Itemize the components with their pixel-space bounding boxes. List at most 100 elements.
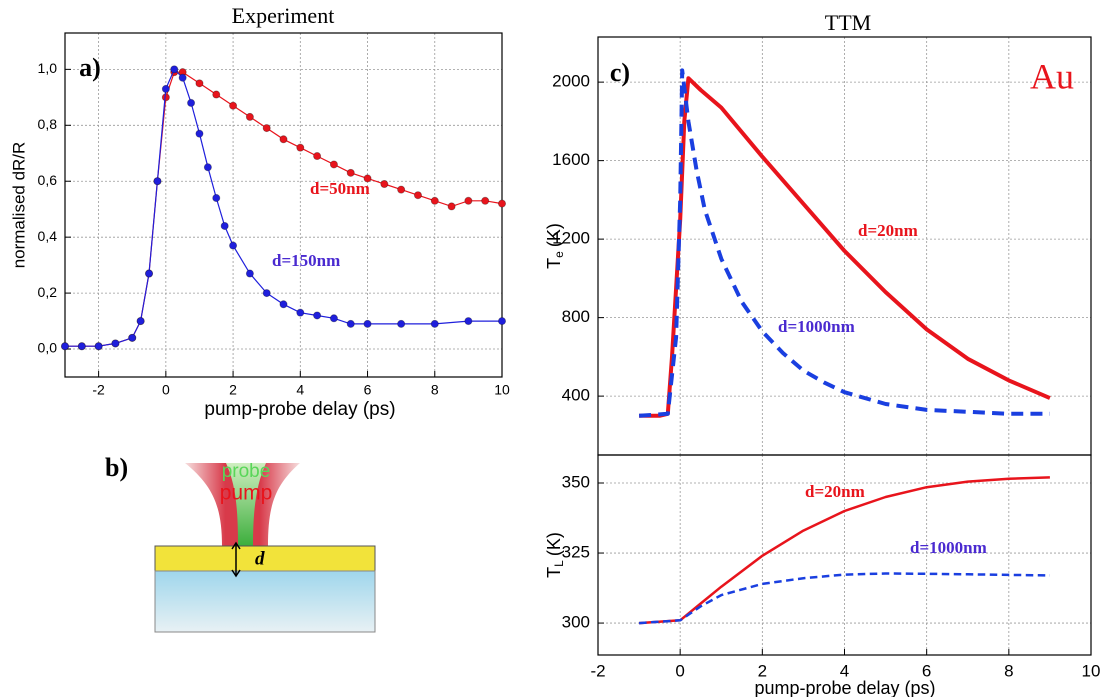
panel-label: b) <box>105 453 128 482</box>
x-tick-label: -2 <box>590 661 605 680</box>
data-point <box>279 135 288 144</box>
data-point <box>170 65 179 74</box>
data-point <box>195 129 204 138</box>
data-point <box>212 90 221 99</box>
data-point <box>313 152 322 161</box>
data-point <box>136 317 145 326</box>
x-tick-label: 4 <box>296 382 304 398</box>
arrow-heads <box>231 541 241 578</box>
y-axis-label: Te (K) <box>544 223 566 269</box>
y-tick-label: 0,4 <box>38 228 58 244</box>
annotation: Au <box>1030 56 1074 96</box>
data-point <box>212 194 221 203</box>
data-point <box>430 319 439 328</box>
x-tick-label: 2 <box>758 661 767 680</box>
data-point <box>363 319 372 328</box>
diagram: b) probe pump d <box>105 453 376 633</box>
data-point <box>413 191 422 200</box>
x-axis-label: pump-probe delay (ps) <box>204 399 395 420</box>
data-point <box>464 317 473 326</box>
series-line <box>638 68 1050 418</box>
x-tick-label: 10 <box>494 382 510 398</box>
data-point <box>447 202 456 211</box>
data-point <box>497 317 506 326</box>
data-point <box>296 143 305 152</box>
data-point <box>229 101 238 110</box>
data-point <box>229 241 238 250</box>
data-point <box>262 124 271 133</box>
y-label-unit: (K) <box>544 223 564 247</box>
y-tick-label: 0,8 <box>38 116 58 132</box>
data-point <box>187 98 196 107</box>
plot-frame <box>597 454 1092 656</box>
data-point <box>296 308 305 317</box>
thickness-label: d <box>255 548 265 569</box>
data-point <box>178 73 187 82</box>
film <box>154 545 376 572</box>
y-tick-label: 1600 <box>552 150 590 169</box>
data-point <box>61 342 70 351</box>
x-tick-label: 2 <box>229 382 237 398</box>
annotation: d=20nm <box>805 482 865 501</box>
x-tick-label: 4 <box>840 661 849 680</box>
y-tick-label: 300 <box>562 613 590 632</box>
y-axis-label: TL (K) <box>544 532 566 578</box>
data-point <box>464 196 473 205</box>
annotation: d=20nm <box>858 221 918 240</box>
y-label-sub: e <box>552 251 566 258</box>
x-tick-label: 0 <box>675 661 684 680</box>
annotation: d=1000nm <box>910 538 987 557</box>
annotation: d=1000nm <box>778 317 855 336</box>
data-point <box>245 269 254 278</box>
x-tick-label: 0 <box>162 382 170 398</box>
data-point <box>329 160 338 169</box>
y-tick-label: 400 <box>562 386 590 405</box>
data-point <box>430 196 439 205</box>
data-point <box>346 168 355 177</box>
data-point <box>397 185 406 194</box>
pump-label: pump <box>220 482 273 505</box>
x-tick-label: 6 <box>364 382 372 398</box>
data-point <box>497 199 506 208</box>
data-point <box>203 163 212 172</box>
y-tick-label: 350 <box>562 472 590 491</box>
x-axis-label: pump-probe delay (ps) <box>754 678 935 697</box>
data-point <box>161 84 170 93</box>
data-point <box>363 174 372 183</box>
data-point <box>77 342 86 351</box>
x-tick-label: 10 <box>1082 661 1101 680</box>
data-point <box>94 342 103 351</box>
y-axis-label: normalised dR/R <box>9 142 28 269</box>
y-label-sub: L <box>552 560 566 567</box>
y-label-unit: (K) <box>544 532 564 556</box>
y-tick-label: 0,6 <box>38 172 58 188</box>
y-tick-label: 800 <box>562 307 590 326</box>
x-tick-label: -2 <box>92 382 105 398</box>
data-point <box>195 79 204 88</box>
data-point <box>111 339 120 348</box>
data-point <box>481 196 490 205</box>
data-point <box>262 289 271 298</box>
y-tick-label: 0,2 <box>38 284 58 300</box>
y-tick-label: 2000 <box>552 72 590 91</box>
probe-beam <box>226 463 266 546</box>
y-tick-label: 1200 <box>552 229 590 248</box>
data-point <box>128 333 137 342</box>
data-point <box>153 177 162 186</box>
y-tick-label: 325 <box>562 543 590 562</box>
data-point <box>346 319 355 328</box>
annotation: d=150nm <box>272 251 340 270</box>
panel-label: c) <box>610 58 630 87</box>
series-line <box>639 476 1050 625</box>
probe-label: probe <box>222 461 271 482</box>
data-point <box>329 314 338 323</box>
annotation: d=50nm <box>310 179 370 198</box>
chart-title: Experiment <box>232 3 335 28</box>
y-label-main: T <box>544 567 564 578</box>
y-tick-label: 1,0 <box>38 60 58 76</box>
y-tick-label: 0,0 <box>38 340 58 356</box>
panel-label: a) <box>79 53 101 82</box>
x-tick-label: 8 <box>1004 661 1013 680</box>
chart-title: TTM <box>825 10 871 35</box>
